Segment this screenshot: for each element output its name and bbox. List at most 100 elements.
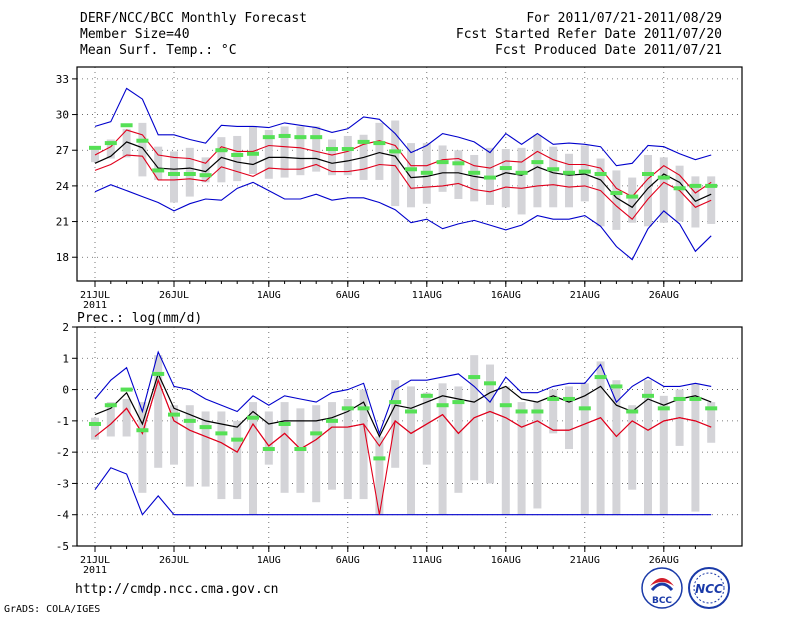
x-tick-label: 21JUL <box>80 290 110 301</box>
spread-box <box>122 398 131 437</box>
spread-box <box>343 398 352 500</box>
spread-box <box>264 411 273 465</box>
observed-mark <box>563 396 575 401</box>
ncc-logo: NCC <box>688 567 730 609</box>
spread-box <box>501 149 510 208</box>
spread-box <box>375 436 384 515</box>
spread-box <box>470 154 479 202</box>
spread-box <box>533 402 542 509</box>
temperature-panel: 18 21 24 27 30 33 21JUL 26JUL 1AUG 6AUG 11AUG 16AUG… <box>56 66 743 311</box>
observed-mark <box>199 173 212 178</box>
y-tick-label: 1 <box>62 352 69 365</box>
observed-mark <box>215 148 228 153</box>
observed-mark <box>484 381 496 386</box>
forecast-produced-date: Fcst Produced Date 2011/07/21 <box>495 43 722 58</box>
y-tick-label: -4 <box>56 509 70 522</box>
observed-mark <box>626 409 639 414</box>
observed-mark <box>104 403 117 408</box>
spread-box <box>612 170 621 230</box>
observed-mark <box>89 145 101 150</box>
precipitation-panel: -5 -4 -3 -2 -1 0 1 2 21JUL 26JUL 1AUG 6AUG 11AUG 16AU… <box>56 321 743 576</box>
observed-mark <box>642 172 654 176</box>
spread-box <box>422 392 431 465</box>
spread-box <box>328 402 336 490</box>
observed-mark <box>389 400 402 405</box>
observed-mark <box>120 387 133 392</box>
spread-box <box>565 153 573 208</box>
observed-mark <box>168 172 180 176</box>
spread-box <box>280 126 289 178</box>
observed-mark <box>689 183 702 188</box>
forecast-started-date: Fcst Started Refer Date 2011/07/20 <box>455 27 722 42</box>
x-tick-label: 1AUG <box>257 290 281 301</box>
observed-mark <box>152 371 165 376</box>
spread-box <box>138 122 147 177</box>
observed-mark <box>136 138 149 143</box>
observed-mark <box>610 384 623 389</box>
observed-mark <box>657 175 670 180</box>
observed-mark <box>326 147 338 152</box>
observed-mark <box>689 396 702 401</box>
spread-box <box>438 383 447 515</box>
series-line-max <box>94 467 712 516</box>
observed-mark <box>420 393 433 398</box>
spread-box <box>249 402 257 515</box>
spread-box <box>454 386 463 493</box>
spread-box <box>407 143 415 208</box>
series-line-mean <box>94 141 712 209</box>
y-tick-label: 0 <box>62 384 69 397</box>
spread-box <box>707 402 716 443</box>
spread-box <box>201 411 210 487</box>
spread-box <box>185 405 194 487</box>
observed-mark <box>278 421 291 426</box>
spread-box <box>659 157 668 223</box>
observed-mark <box>420 170 433 175</box>
spread-box <box>407 386 415 515</box>
observed-mark <box>515 170 528 175</box>
observed-mark <box>436 403 449 408</box>
observed-mark <box>310 431 323 436</box>
observed-mark <box>673 186 686 191</box>
observed-mark <box>547 396 560 401</box>
observed-mark <box>247 415 259 420</box>
spread-box <box>233 135 242 182</box>
spread-box <box>375 122 384 180</box>
spread-box <box>217 137 226 183</box>
spread-box <box>170 405 178 465</box>
spread-box <box>106 139 115 159</box>
observed-mark <box>484 175 496 180</box>
precip-variable-label: Prec.: log(mm/d) <box>77 311 202 326</box>
observed-mark <box>136 428 149 433</box>
observed-mark <box>610 191 623 196</box>
observed-mark <box>152 168 165 173</box>
spread-box <box>343 135 352 176</box>
y-tick-label: -3 <box>56 477 69 490</box>
x-tick-label: 21AUG <box>570 555 600 566</box>
observed-mark <box>262 447 275 452</box>
y-tick-label: 33 <box>56 73 69 86</box>
observed-mark <box>278 133 291 138</box>
observed-mark <box>294 135 307 140</box>
spread-box <box>659 395 668 515</box>
spread-box <box>501 386 510 515</box>
spread-box <box>201 157 210 183</box>
x-tick-label: 1AUG <box>257 555 281 566</box>
bcc-logo: BCC <box>641 567 683 609</box>
spread-box <box>517 147 526 215</box>
observed-mark <box>341 406 354 411</box>
observed-mark <box>262 135 275 140</box>
y-tick-label: 30 <box>56 109 69 122</box>
observed-mark <box>452 400 465 405</box>
x-tick-label: 6AUG <box>336 555 360 566</box>
spread-box <box>565 386 573 450</box>
member-size: Member Size=40 <box>80 27 190 42</box>
spread-box <box>312 405 321 503</box>
observed-mark <box>468 170 481 175</box>
observed-mark <box>231 437 244 442</box>
footer-url[interactable]: http://cmdp.ncc.cma.gov.cn <box>75 582 279 597</box>
spread-box <box>580 383 589 515</box>
spread-box <box>170 151 178 203</box>
spread-box <box>675 165 684 222</box>
observed-mark <box>594 172 607 176</box>
spread-box <box>707 176 716 224</box>
